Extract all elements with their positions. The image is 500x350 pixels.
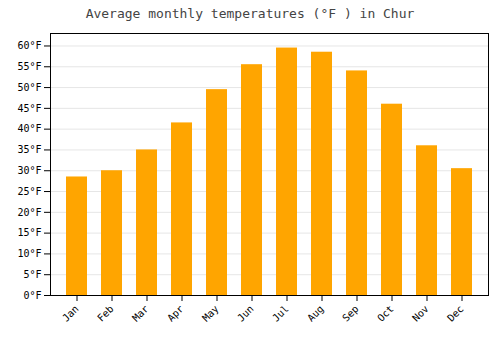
svg-text:Jan: Jan bbox=[60, 303, 81, 324]
svg-text:15°F: 15°F bbox=[17, 227, 41, 238]
svg-text:Jun: Jun bbox=[235, 303, 256, 324]
svg-text:25°F: 25°F bbox=[17, 186, 41, 197]
svg-text:Jul: Jul bbox=[270, 303, 291, 324]
svg-text:May: May bbox=[200, 303, 221, 324]
svg-text:0°F: 0°F bbox=[23, 290, 41, 301]
svg-text:10°F: 10°F bbox=[17, 248, 41, 259]
svg-text:Dec: Dec bbox=[445, 303, 466, 324]
svg-text:50°F: 50°F bbox=[17, 82, 41, 93]
svg-text:Oct: Oct bbox=[375, 303, 396, 324]
svg-text:Feb: Feb bbox=[95, 303, 116, 324]
svg-text:20°F: 20°F bbox=[17, 207, 41, 218]
svg-text:Nov: Nov bbox=[410, 303, 431, 324]
svg-text:Sep: Sep bbox=[340, 303, 361, 324]
svg-text:45°F: 45°F bbox=[17, 103, 41, 114]
svg-text:60°F: 60°F bbox=[17, 40, 41, 51]
svg-text:Aug: Aug bbox=[305, 303, 326, 324]
svg-text:30°F: 30°F bbox=[17, 165, 41, 176]
svg-text:5°F: 5°F bbox=[23, 269, 41, 280]
svg-text:Apr: Apr bbox=[165, 303, 186, 324]
html-text:Average monthly temperatures (: Average monthly temperatures (°F ) in Ch… bbox=[85, 6, 415, 21]
svg-text:40°F: 40°F bbox=[17, 123, 41, 134]
svg-text:Mar: Mar bbox=[130, 303, 151, 324]
svg-text:35°F: 35°F bbox=[17, 144, 41, 155]
svg-text:55°F: 55°F bbox=[17, 61, 41, 72]
